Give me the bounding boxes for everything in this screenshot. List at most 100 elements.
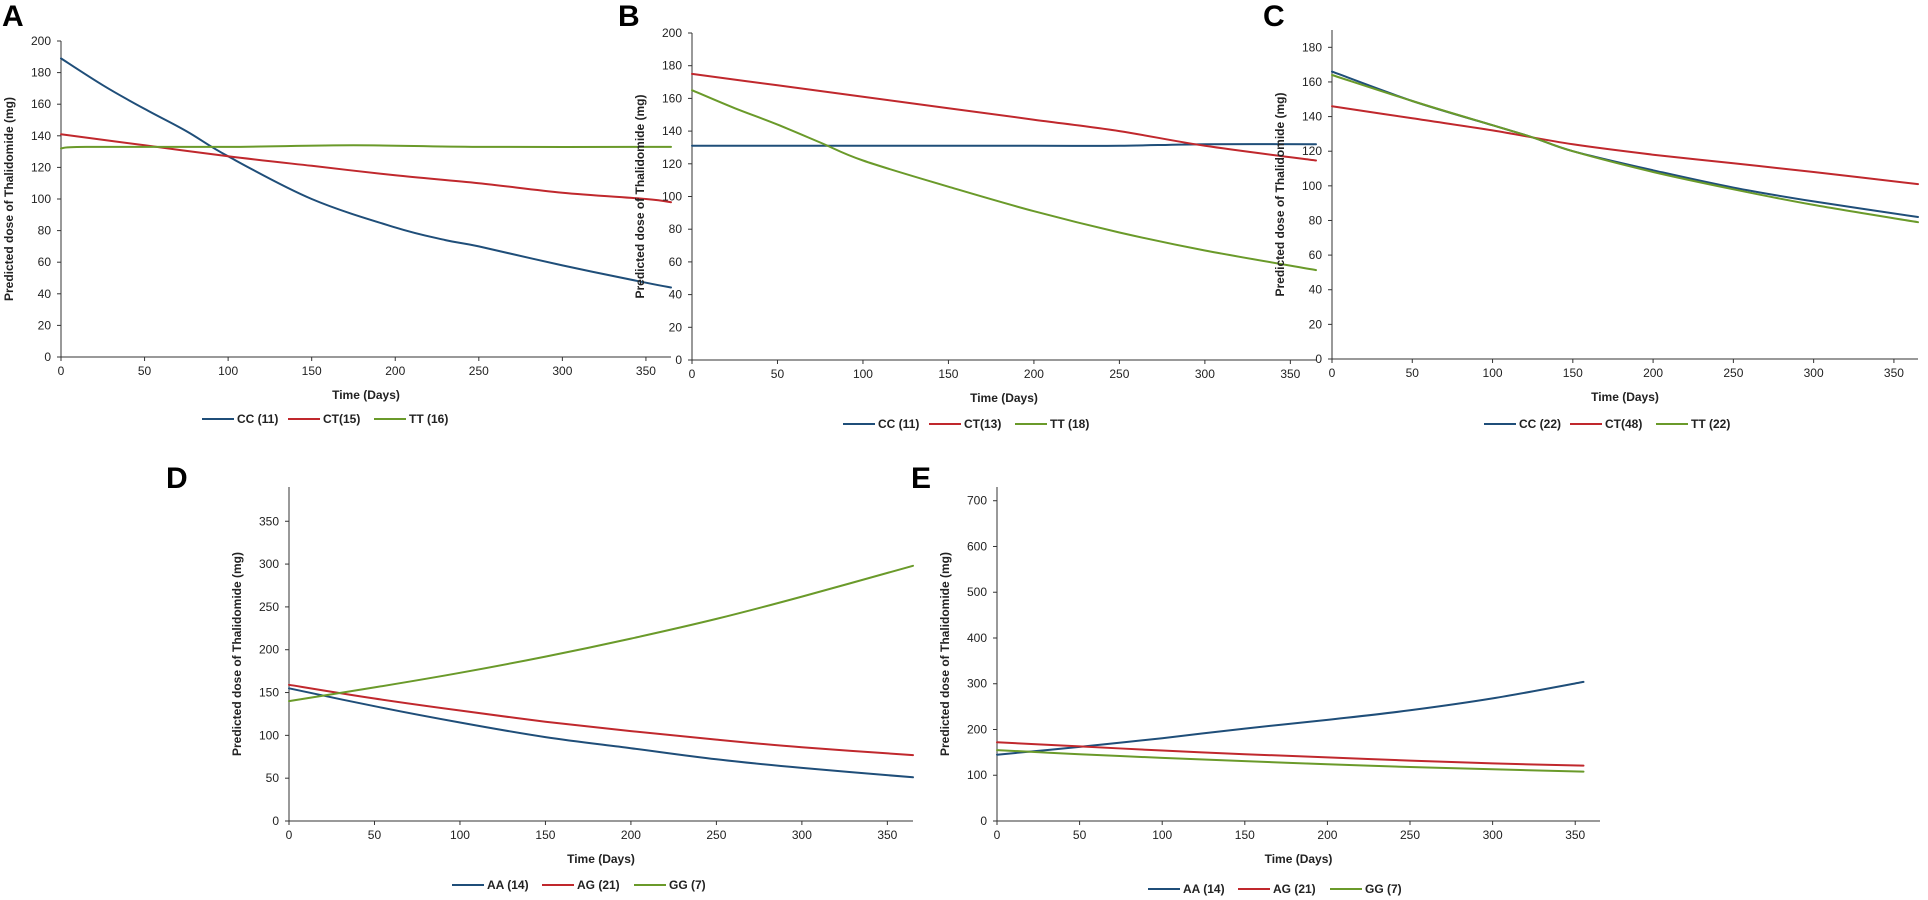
y-tick-label: 120 xyxy=(31,160,51,174)
y-tick-label: 500 xyxy=(967,585,987,599)
x-axis-title: Time (Days) xyxy=(970,391,1038,405)
legend-label: AA (14) xyxy=(1183,882,1225,896)
panel-letter: C xyxy=(1263,0,1285,33)
y-tick-label: 60 xyxy=(669,255,683,269)
y-tick-label: 200 xyxy=(259,643,279,657)
y-tick-label: 80 xyxy=(669,222,683,236)
x-axis-title: Time (Days) xyxy=(332,388,400,402)
y-tick-label: 350 xyxy=(259,514,279,528)
y-tick-label: 20 xyxy=(38,318,52,332)
x-tick-label: 150 xyxy=(535,828,555,842)
y-tick-label: 80 xyxy=(38,224,52,238)
y-tick-label: 160 xyxy=(662,91,682,105)
x-tick-label: 50 xyxy=(1406,366,1420,380)
x-tick-label: 150 xyxy=(1235,828,1255,842)
legend-label: TT (16) xyxy=(409,412,448,426)
legend-label: CT(48) xyxy=(1605,417,1642,431)
x-tick-label: 250 xyxy=(1109,367,1129,381)
y-tick-label: 180 xyxy=(1302,40,1322,54)
x-tick-label: 350 xyxy=(877,828,897,842)
x-tick-label: 250 xyxy=(1723,366,1743,380)
x-tick-label: 200 xyxy=(1317,828,1337,842)
x-tick-label: 200 xyxy=(621,828,641,842)
series-line-ag-21 xyxy=(288,683,914,757)
series-line-aa-14 xyxy=(996,680,1585,756)
y-tick-label: 40 xyxy=(669,288,683,302)
y-tick-label: 20 xyxy=(669,320,683,334)
legend-label: CC (11) xyxy=(878,417,919,431)
x-tick-label: 200 xyxy=(1024,367,1044,381)
series-line-tt-22 xyxy=(1331,74,1919,224)
x-tick-label: 0 xyxy=(689,367,696,381)
y-tick-label: 200 xyxy=(967,722,987,736)
y-tick-label: 600 xyxy=(967,539,987,553)
y-tick-label: 100 xyxy=(31,192,51,206)
y-axis-title: Predicted dose of Thalidomide (mg) xyxy=(1273,92,1287,296)
x-tick-label: 0 xyxy=(994,828,1001,842)
x-tick-label: 0 xyxy=(286,828,293,842)
x-tick-label: 250 xyxy=(469,364,489,378)
x-tick-label: 150 xyxy=(1563,366,1583,380)
panel-a: A 0 20 40 60 80 100 120 140 160 180 200 0 50 100 150 20… xyxy=(2,0,672,426)
y-tick-label: 200 xyxy=(31,34,51,48)
series-line-ct-48 xyxy=(1331,105,1919,186)
panel-e: E 0 100 200 300 400 500 600 700 0 50 100 150 200 250 3… xyxy=(911,462,1600,896)
y-tick-label: 80 xyxy=(1309,213,1323,227)
x-tick-label: 200 xyxy=(385,364,405,378)
x-tick-label: 50 xyxy=(138,364,152,378)
series-line-tt-16 xyxy=(60,144,672,150)
series-line-cc-11 xyxy=(691,143,1317,147)
legend-label: TT (22) xyxy=(1691,417,1730,431)
y-tick-label: 20 xyxy=(1309,317,1323,331)
y-tick-label: 300 xyxy=(259,557,279,571)
series-line-tt-18 xyxy=(691,89,1317,272)
y-tick-label: 700 xyxy=(967,494,987,508)
y-tick-label: 100 xyxy=(259,728,279,742)
x-tick-label: 0 xyxy=(1329,366,1336,380)
x-tick-label: 350 xyxy=(1565,828,1585,842)
y-tick-label: 140 xyxy=(1302,110,1322,124)
y-tick-label: 0 xyxy=(44,350,51,364)
y-tick-label: 250 xyxy=(259,600,279,614)
y-axis-title: Predicted dose of Thalidomide (mg) xyxy=(2,97,16,301)
legend-label: CC (11) xyxy=(237,412,278,426)
legend-label: GG (7) xyxy=(1365,882,1402,896)
x-tick-label: 0 xyxy=(58,364,65,378)
x-tick-label: 100 xyxy=(1483,366,1503,380)
series-line-cc-11 xyxy=(60,57,672,289)
x-tick-label: 50 xyxy=(1073,828,1087,842)
panel-b: B 0 20 40 60 80 100 120 140 160 180 200 0 50 100 150 20… xyxy=(618,0,1317,431)
legend-label: AA (14) xyxy=(487,878,529,892)
x-tick-label: 300 xyxy=(792,828,812,842)
series-line-gg-7 xyxy=(996,749,1585,773)
y-tick-label: 100 xyxy=(662,190,682,204)
y-tick-label: 0 xyxy=(675,353,682,367)
x-tick-label: 100 xyxy=(450,828,470,842)
x-tick-label: 150 xyxy=(938,367,958,381)
y-axis-title: Predicted dose of Thalidomide (mg) xyxy=(230,552,244,756)
x-tick-label: 300 xyxy=(1804,366,1824,380)
x-tick-label: 100 xyxy=(853,367,873,381)
y-tick-label: 60 xyxy=(1309,248,1323,262)
x-tick-label: 250 xyxy=(706,828,726,842)
series-line-ct-13 xyxy=(691,72,1317,162)
x-tick-label: 300 xyxy=(552,364,572,378)
x-tick-label: 50 xyxy=(368,828,382,842)
y-tick-label: 140 xyxy=(31,129,51,143)
x-tick-label: 100 xyxy=(218,364,238,378)
x-axis-title: Time (Days) xyxy=(1591,390,1659,404)
legend-label: CT(15) xyxy=(323,412,360,426)
y-tick-label: 120 xyxy=(1302,144,1322,158)
legend-label: CC (22) xyxy=(1519,417,1561,431)
x-tick-label: 100 xyxy=(1152,828,1172,842)
y-tick-label: 60 xyxy=(38,255,52,269)
y-tick-label: 0 xyxy=(272,814,279,828)
x-tick-label: 350 xyxy=(1280,367,1300,381)
panel-letter: B xyxy=(618,0,640,33)
x-tick-label: 350 xyxy=(1884,366,1904,380)
x-tick-label: 150 xyxy=(302,364,322,378)
panel-letter: A xyxy=(2,0,24,33)
x-tick-label: 200 xyxy=(1643,366,1663,380)
y-tick-label: 40 xyxy=(38,287,52,301)
y-axis-title: Predicted dose of Thalidomide (mg) xyxy=(633,94,647,298)
